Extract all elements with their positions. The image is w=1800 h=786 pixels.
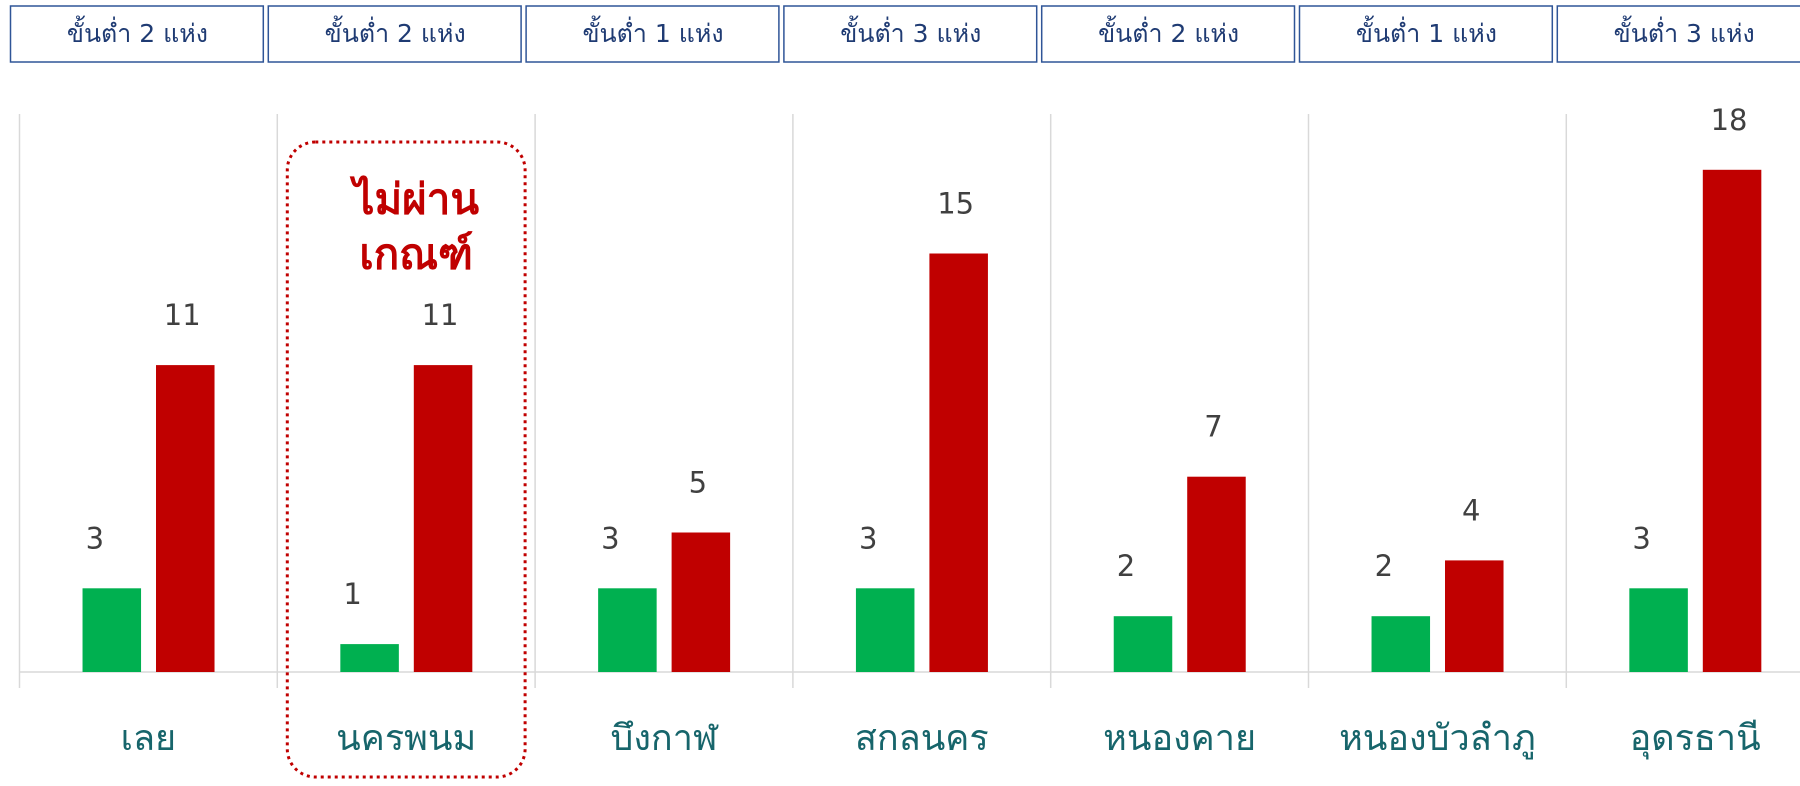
value-label: 7 <box>1204 410 1222 444</box>
bar <box>1629 588 1688 672</box>
x-tick-label: หนองคาย <box>1103 718 1256 759</box>
bar <box>1187 476 1246 672</box>
header-box <box>1040 5 1296 63</box>
value-label: 4 <box>1462 493 1480 527</box>
value-label: 3 <box>1632 521 1650 555</box>
value-label: 11 <box>164 298 201 332</box>
x-tick-label: หนองบัวลำภู <box>1339 718 1536 760</box>
bar <box>413 365 473 672</box>
bar <box>671 532 731 672</box>
bar <box>156 365 215 672</box>
highlight-box <box>285 140 527 779</box>
value-label: 1 <box>343 577 361 611</box>
value-label: 2 <box>1375 549 1393 583</box>
bar <box>82 588 142 672</box>
bar <box>855 588 915 672</box>
header-label: ขั้นต่ำ 2 แห่ง <box>325 15 466 48</box>
x-tick-label: นครพนม <box>336 718 476 759</box>
header-box <box>9 5 265 63</box>
header-box <box>1556 5 1800 63</box>
value-label: 3 <box>601 521 619 555</box>
header-label: ขั้นต่ำ 2 แห่ง <box>1098 15 1239 48</box>
bar <box>1371 616 1431 672</box>
bar <box>1702 169 1762 673</box>
header-label: ขั้นต่ำ 1 แห่ง <box>1356 15 1497 48</box>
bar <box>929 253 988 672</box>
x-tick-label: อุดรธานี <box>1630 718 1761 760</box>
bar <box>1445 560 1504 672</box>
header-box <box>267 5 522 63</box>
bar <box>598 588 657 672</box>
header-box <box>783 5 1038 63</box>
bar <box>1113 616 1173 672</box>
header-label: ขั้นต่ำ 3 แห่ง <box>1614 15 1755 48</box>
annotation: ไม่ผ่าน <box>349 175 479 224</box>
x-tick-label: บึงกาฬ <box>610 718 718 759</box>
value-label: 5 <box>689 466 707 500</box>
x-tick-label: สกลนคร <box>855 718 989 759</box>
value-label: 3 <box>859 521 877 555</box>
bar <box>340 644 399 672</box>
value-label: 11 <box>422 298 459 332</box>
value-label: 3 <box>86 521 104 555</box>
header-box <box>1298 5 1554 63</box>
header-box <box>525 5 780 63</box>
header-label: ขั้นต่ำ 3 แห่ง <box>840 15 981 48</box>
value-label: 2 <box>1117 549 1135 583</box>
annotation: เกณฑ์ <box>359 230 473 279</box>
value-label: 15 <box>937 187 974 221</box>
value-label: 18 <box>1711 103 1748 137</box>
x-tick-label: เลย <box>121 718 176 759</box>
header-label: ขั้นต่ำ 2 แห่ง <box>67 15 208 48</box>
header-label: ขั้นต่ำ 1 แห่ง <box>582 15 723 48</box>
